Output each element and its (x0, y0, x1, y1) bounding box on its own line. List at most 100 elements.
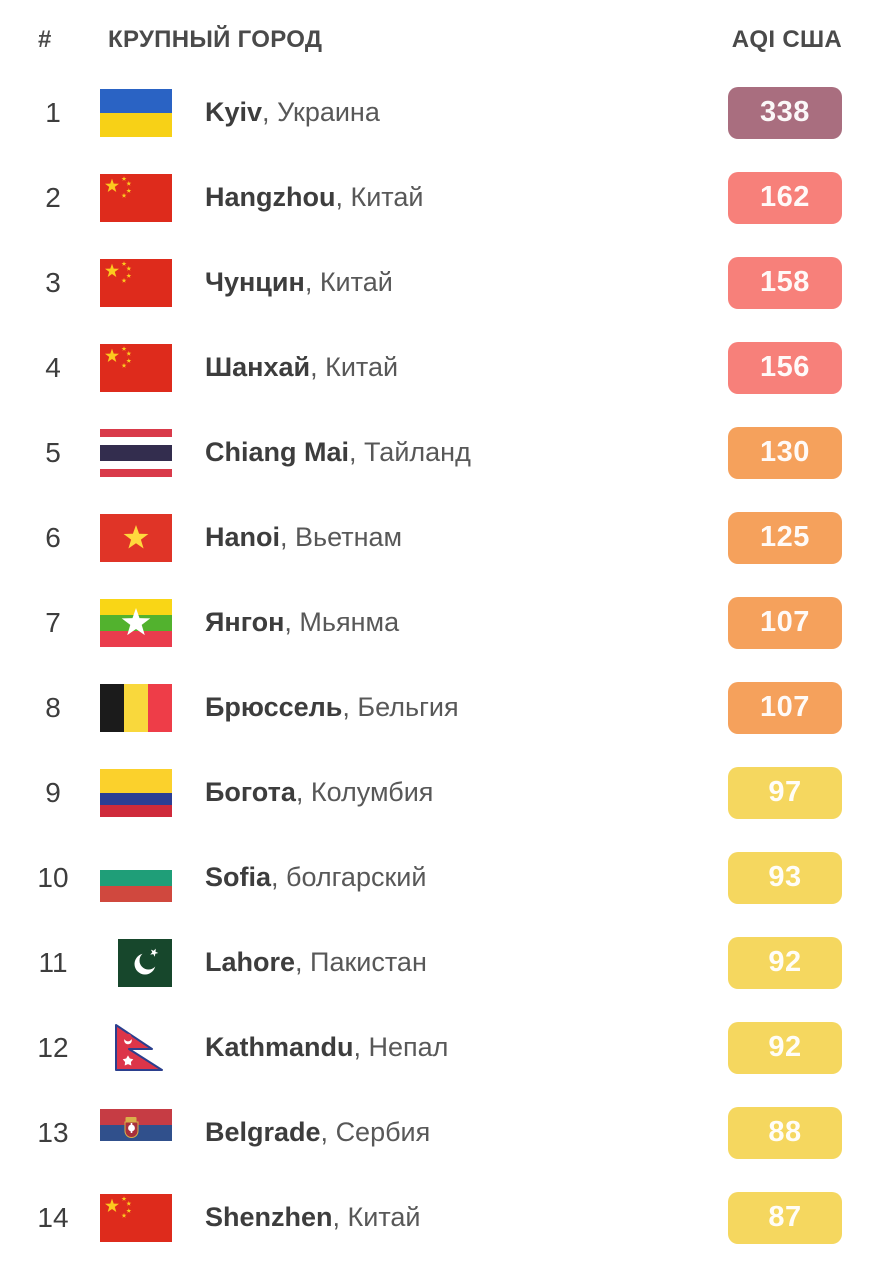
city-label: Shenzhen, Китай (205, 1202, 728, 1233)
city-label: Богота, Колумбия (205, 777, 728, 808)
city-name: Hanoi (205, 522, 281, 552)
city-country-separator: , (271, 862, 287, 892)
aqi-badge: 93 (728, 851, 842, 904)
flag-myanmar-icon (100, 598, 172, 647)
city-name: Hangzhou (205, 182, 336, 212)
aqi-badge: 107 (728, 596, 842, 649)
table-row[interactable]: 1 Kyiv, Украина 338 (0, 70, 878, 155)
city-name: Kathmandu (205, 1032, 354, 1062)
flag-china-icon (100, 343, 172, 392)
aqi-badge: 92 (728, 1021, 842, 1074)
city-country-separator: , (262, 97, 278, 127)
aqi-badge: 97 (728, 766, 842, 819)
aqi-badge: 156 (728, 341, 842, 394)
city-name: Belgrade (205, 1117, 321, 1147)
flag-ukraine-icon (100, 88, 172, 137)
flag-thailand-icon (100, 428, 172, 477)
rank-number: 12 (37, 1031, 69, 1063)
table-row[interactable]: 10 Sofia, болгарский 93 (0, 835, 878, 920)
table-row[interactable]: 12 Kathmandu, Непал 92 (0, 1005, 878, 1090)
aqi-badge: 130 (728, 426, 842, 479)
city-label: Брюссель, Бельгия (205, 692, 728, 723)
rank-number: 4 (45, 351, 61, 383)
city-country-separator: , (304, 267, 320, 297)
city-name: Lahore (205, 947, 296, 977)
city-country-separator: , (320, 1117, 336, 1147)
rank-number: 3 (45, 266, 61, 298)
country-name: Китай (319, 267, 393, 297)
flag-colombia-icon (100, 768, 172, 817)
city-name: Sofia (205, 862, 272, 892)
city-label: Шанхай, Китай (205, 352, 728, 383)
city-label: Sofia, болгарский (205, 862, 728, 893)
table-row[interactable]: 7 Янгон, Мьянма 107 (0, 580, 878, 665)
flag-nepal-icon (100, 1023, 172, 1072)
city-name: Шанхай (205, 352, 311, 382)
flag-bulgaria-icon (100, 853, 172, 902)
aqi-badge: 88 (728, 1106, 842, 1159)
city-country-separator: , (295, 947, 311, 977)
table-row[interactable]: 14 Shenzhen, Китай 87 (0, 1175, 878, 1260)
table-row[interactable]: 3 Чунцин, Китай 158 (0, 240, 878, 325)
table-row[interactable]: 6 Hanoi, Вьетнам 125 (0, 495, 878, 580)
city-country-separator: , (349, 437, 365, 467)
city-label: Belgrade, Сербия (205, 1117, 728, 1148)
rank-number: 5 (45, 436, 61, 468)
city-label: Янгон, Мьянма (205, 607, 728, 638)
aqi-badge: 162 (728, 171, 842, 224)
table-row[interactable]: 8 Брюссель, Бельгия 107 (0, 665, 878, 750)
city-name: Kyiv (205, 97, 263, 127)
flag-serbia-icon (100, 1108, 172, 1157)
rank-number: 1 (45, 96, 61, 128)
city-label: Чунцин, Китай (205, 267, 728, 298)
rank-number: 6 (45, 521, 61, 553)
country-name: Китай (350, 182, 424, 212)
city-label: Chiang Mai, Тайланд (205, 437, 728, 468)
country-name: Пакистан (310, 947, 427, 977)
country-name: Бельгия (357, 692, 459, 722)
table-row[interactable]: 11 Lahore, Пакистан 92 (0, 920, 878, 1005)
aqi-badge: 87 (728, 1191, 842, 1244)
flag-china-icon (100, 1193, 172, 1242)
table-row[interactable]: 4 Шанхай, Китай 156 (0, 325, 878, 410)
aqi-badge: 107 (728, 681, 842, 734)
city-column-header: КРУПНЫЙ ГОРОД (108, 26, 323, 53)
rank-number: 14 (37, 1201, 69, 1233)
city-country-separator: , (353, 1032, 369, 1062)
flag-belgium-icon (100, 683, 172, 732)
table-row[interactable]: 9 Богота, Колумбия 97 (0, 750, 878, 835)
country-name: Непал (368, 1032, 449, 1062)
city-country-separator: , (295, 777, 311, 807)
country-name: Китай (325, 352, 399, 382)
city-label: Hangzhou, Китай (205, 182, 728, 213)
aqi-badge: 338 (728, 86, 842, 139)
flag-pakistan-icon (100, 938, 172, 987)
city-label: Kathmandu, Непал (205, 1032, 728, 1063)
aqi-badge: 158 (728, 256, 842, 309)
city-label: Kyiv, Украина (205, 97, 728, 128)
country-name: болгарский (286, 862, 427, 892)
city-name: Брюссель (205, 692, 343, 722)
city-country-separator: , (335, 182, 351, 212)
country-name: Колумбия (310, 777, 434, 807)
table-row[interactable]: 5 Chiang Mai, Тайланд 130 (0, 410, 878, 495)
city-label: Hanoi, Вьетнам (205, 522, 728, 553)
flag-china-icon (100, 258, 172, 307)
rank-number: 10 (37, 861, 69, 893)
rank-number: 2 (45, 181, 61, 213)
city-name: Чунцин (205, 267, 305, 297)
country-name: Тайланд (364, 437, 471, 467)
table-row[interactable]: 2 Hangzhou, Китай 162 (0, 155, 878, 240)
city-rows: 1 Kyiv, Украина 338 2 Hangzhou, Китай 16… (0, 70, 878, 1260)
city-label: Lahore, Пакистан (205, 947, 728, 978)
flag-vietnam-icon (100, 513, 172, 562)
country-name: Китай (347, 1202, 421, 1232)
table-row[interactable]: 13 Belgrade, Сербия 88 (0, 1090, 878, 1175)
city-country-separator: , (332, 1202, 348, 1232)
rank-number: 7 (45, 606, 61, 638)
country-name: Украина (277, 97, 380, 127)
flag-china-icon (100, 173, 172, 222)
table-header: # КРУПНЫЙ ГОРОД AQI США (0, 0, 878, 70)
rank-number: 11 (38, 946, 68, 978)
rank-column-header: # (38, 26, 52, 53)
